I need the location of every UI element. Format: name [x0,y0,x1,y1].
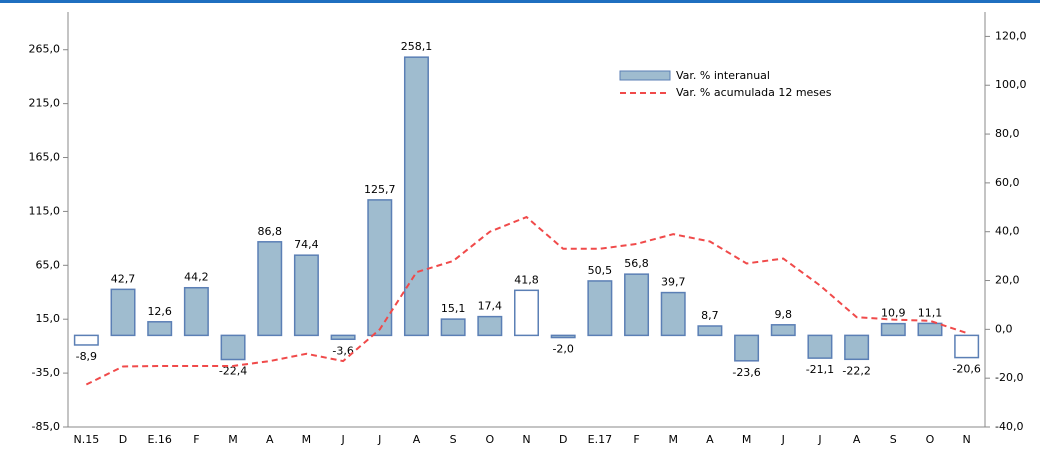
value-label: -23,6 [732,366,760,379]
legend-label: Var. % acumulada 12 meses [676,86,832,99]
value-label: 17,4 [478,300,503,313]
x-tick-label: N [963,433,971,446]
value-label: 125,7 [364,183,396,196]
bar [697,325,723,337]
value-label: -22,4 [219,365,247,378]
value-label: 42,7 [111,272,136,285]
bar [257,241,283,337]
value-label: -2,0 [552,343,573,356]
value-label: 86,8 [257,225,282,238]
bar [844,334,870,361]
value-label: -20,6 [952,363,980,376]
bar [440,318,466,337]
x-tick-label: A [266,433,274,446]
y-tick-label: -35,0 [32,366,60,379]
x-tick-label: A [853,433,861,446]
bar [477,315,503,337]
x-tick-label: J [377,433,381,446]
bar [110,288,136,337]
y-tick-label: 165,0 [29,151,61,164]
top-stripe [0,0,1040,3]
x-tick-label: F [633,433,639,446]
y2-tick-label: 120,0 [995,29,1027,42]
legend-label: Var. % interanual [676,69,770,82]
value-label: 10,9 [881,307,906,320]
x-tick-label: M [228,433,238,446]
bar [880,322,906,337]
y-tick-label: 215,0 [29,97,61,110]
value-label: -3,6 [332,344,353,357]
x-tick-label: N [522,433,530,446]
value-label: 11,1 [918,306,943,319]
x-tick-label: M [742,433,752,446]
value-label: 12,6 [147,305,172,318]
value-label: 74,4 [294,238,319,251]
x-tick-label: J [340,433,344,446]
value-label: 56,8 [624,257,649,270]
y-tick-label: 65,0 [36,258,61,271]
value-label: 41,8 [514,273,539,286]
value-label: 15,1 [441,302,466,315]
y2-tick-label: 20,0 [995,274,1020,287]
y2-tick-label: 100,0 [995,78,1027,91]
x-tick-label: S [890,433,897,446]
y2-tick-label: 40,0 [995,225,1020,238]
bar [147,321,173,337]
x-tick-label: F [193,433,199,446]
bar [734,334,760,362]
y-tick-label: 15,0 [36,312,61,325]
legend-swatch [619,70,671,81]
y2-tick-label: -40,0 [995,420,1023,433]
x-tick-label: E.17 [588,433,612,446]
bar [587,280,613,337]
bar [660,291,686,337]
x-tick-label: J [781,433,785,446]
x-tick-label: N.15 [73,433,99,446]
x-tick-label: E.16 [147,433,171,446]
x-tick-label: J [817,433,821,446]
y2-tick-label: -20,0 [995,371,1023,384]
bar [220,334,246,361]
value-label: 9,8 [775,308,793,321]
bar [770,324,796,337]
y2-tick-label: 0,0 [995,322,1013,335]
value-label: -8,9 [76,350,97,363]
bar [183,286,209,337]
bar [514,289,539,337]
x-tick-label: D [119,433,127,446]
bar [954,334,980,359]
value-label: 258,1 [401,40,433,53]
line [85,215,967,386]
bar [73,334,99,346]
bar [624,273,650,337]
x-tick-label: O [926,433,935,446]
y2-tick-label: 80,0 [995,127,1020,140]
value-label: 44,2 [184,271,209,284]
value-label: 8,7 [701,309,719,322]
bar [917,322,943,337]
x-tick-label: A [706,433,714,446]
bar [367,199,393,337]
value-label: -21,1 [806,363,834,376]
value-label: -22,2 [842,364,870,377]
y2-tick-label: 60,0 [995,176,1020,189]
y-tick-label: 265,0 [29,43,61,56]
value-label: 50,5 [588,264,613,277]
bar [550,334,576,339]
bar [330,334,356,341]
x-tick-label: M [302,433,312,446]
bar [403,56,429,337]
bar [293,254,319,337]
x-tick-label: D [559,433,567,446]
x-tick-label: A [413,433,421,446]
x-tick-label: M [668,433,678,446]
value-label: 39,7 [661,276,686,289]
y-tick-label: -85,0 [32,420,60,433]
x-tick-label: S [450,433,457,446]
bar [807,334,833,359]
x-tick-label: O [485,433,494,446]
y-tick-label: 115,0 [29,204,61,217]
